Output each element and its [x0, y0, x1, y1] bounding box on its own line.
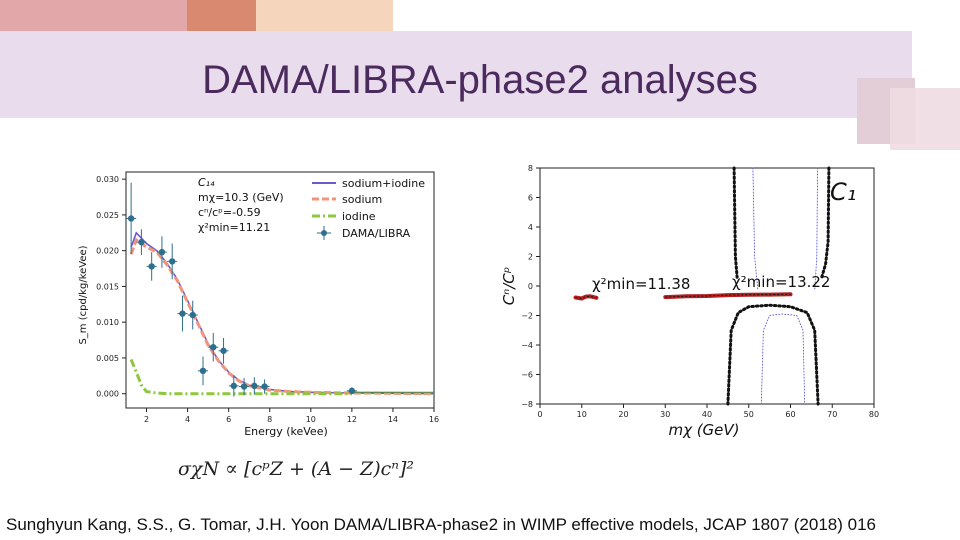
p2-xtick-label: 0 — [537, 410, 542, 419]
p1-xtick-label: 4 — [185, 415, 190, 424]
p1-data-point — [138, 238, 145, 246]
p2-ytick-label: 6 — [528, 194, 533, 203]
p1-ytick-label: 0.025 — [96, 211, 119, 220]
legend-swatch-dama-dot — [321, 230, 327, 236]
p1-ylabel: S_m (cpd/kg/keVee) — [78, 245, 89, 344]
p2-red-region-outline — [665, 293, 791, 298]
cross-section-formula: σχN ∝ [cᵖZ + (A − Z)cⁿ]² — [178, 458, 415, 480]
p1-xtick-label: 14 — [388, 415, 398, 424]
p2-annot-model: C₁ — [830, 178, 856, 206]
modulation-amplitude-chart: 2 4 6 8 10 12 14 16 0.000 0.005 0.010 0.015 0.020 0.0… — [78, 171, 439, 438]
p2-ytick-label: −6 — [521, 371, 533, 380]
p1-ytick-label: 0.000 — [96, 390, 119, 399]
p2-ytick-label: 8 — [528, 164, 533, 173]
p1-annot-chi2: χ²min=11.21 — [198, 221, 270, 234]
p1-data-point — [261, 383, 268, 390]
p2-xlabel: mχ (GeV) — [668, 421, 739, 439]
p1-xtick-label: 8 — [267, 415, 272, 424]
p2-xtick-label: 70 — [827, 410, 837, 419]
p1-ytick-label: 0.005 — [96, 354, 119, 363]
p2-xtick-label: 30 — [660, 410, 670, 419]
p1-data-point — [148, 263, 155, 270]
p2-ytick-label: −4 — [521, 341, 533, 350]
p1-data-point — [230, 382, 237, 390]
deco-square-right-b — [890, 88, 960, 150]
p1-data-point — [240, 383, 248, 390]
p1-axes-box — [125, 171, 435, 409]
p1-ytick-label: 0.030 — [96, 175, 119, 184]
p1-annot-mass: mχ=10.3 (GeV) — [198, 191, 284, 204]
p2-ytick-label: 2 — [528, 253, 533, 262]
p1-data-point — [220, 347, 227, 354]
p2-ylabel: Cⁿ/Cᵖ — [500, 267, 518, 305]
citation-text: Sunghyun Kang, S.S., G. Tomar, J.H. Yoon… — [6, 515, 876, 534]
p2-ytick-label: −2 — [521, 312, 533, 321]
p2-annot-chi2-high: χ²min=13.22 — [732, 273, 830, 291]
p2-black-contour — [732, 166, 739, 279]
p1-series-sodium — [129, 237, 435, 396]
p2-blue-contour — [752, 167, 759, 291]
p2-ytick-label: 0 — [528, 282, 533, 291]
p1-annot-model: C₁₄ — [198, 176, 215, 189]
p1-ytick-label: 0.010 — [96, 318, 119, 327]
p1-data-point — [169, 258, 176, 265]
p1-xtick-label: 2 — [144, 415, 149, 424]
p2-red-region — [573, 294, 599, 301]
p1-data-point — [348, 387, 356, 395]
p1-data-point — [189, 311, 196, 319]
p2-red-region — [663, 292, 793, 300]
p2-annot-chi2-low: χ²min=11.38 — [592, 275, 690, 293]
p1-legend: sodium+iodine sodium iodine DAMA/LIBRA — [312, 177, 425, 240]
p1-xtick-label: 6 — [226, 415, 231, 424]
p2-xtick-label: 60 — [785, 410, 795, 419]
slide-title: DAMA/LIBRA-phase2 analyses — [202, 58, 758, 102]
p1-data-point — [199, 367, 207, 375]
p2-blue-contour — [814, 167, 819, 291]
p1-ytick-label: 0.015 — [96, 282, 119, 291]
p1-data-point — [179, 310, 186, 317]
p1-data-point — [251, 382, 258, 390]
p2-blue-contour — [760, 313, 806, 405]
p2-red-region-outline — [575, 295, 597, 300]
p2-black-contour — [820, 166, 831, 279]
legend-label-iodine: iodine — [342, 210, 376, 223]
p1-series-iodine — [129, 358, 352, 396]
p2-xtick-label: 10 — [577, 410, 587, 419]
p1-annot-ratio: cⁿ/cᵖ=-0.59 — [198, 206, 261, 219]
p1-xlabel: Energy (keVee) — [244, 425, 328, 438]
legend-label-sodium-iodine: sodium+iodine — [342, 177, 425, 190]
p2-xtick-label: 20 — [618, 410, 628, 419]
p1-xtick-label: 12 — [347, 415, 357, 424]
p1-series-sodium-iodine — [130, 231, 435, 395]
p2-ytick-label: −8 — [521, 400, 533, 409]
p2-xtick-label: 50 — [744, 410, 754, 419]
p2-ytick-label: 4 — [528, 223, 533, 232]
p1-data-point — [158, 248, 166, 256]
p1-ytick-label: 0.020 — [96, 247, 119, 256]
p2-xtick-label: 40 — [702, 410, 712, 419]
p2-xtick-label: 80 — [869, 410, 879, 419]
p2-black-contour — [726, 303, 820, 406]
p1-data-point — [210, 344, 217, 351]
p1-annotations: C₁₄ mχ=10.3 (GeV) cⁿ/cᵖ=-0.59 χ²min=11.2… — [198, 176, 284, 234]
p1-xtick-label: 10 — [306, 415, 316, 424]
legend-label-sodium: sodium — [342, 193, 382, 206]
title-band — [0, 31, 912, 118]
p1-xtick-label: 16 — [429, 415, 439, 424]
p1-data-point — [127, 215, 135, 222]
legend-label-dama: DAMA/LIBRA — [342, 227, 411, 240]
